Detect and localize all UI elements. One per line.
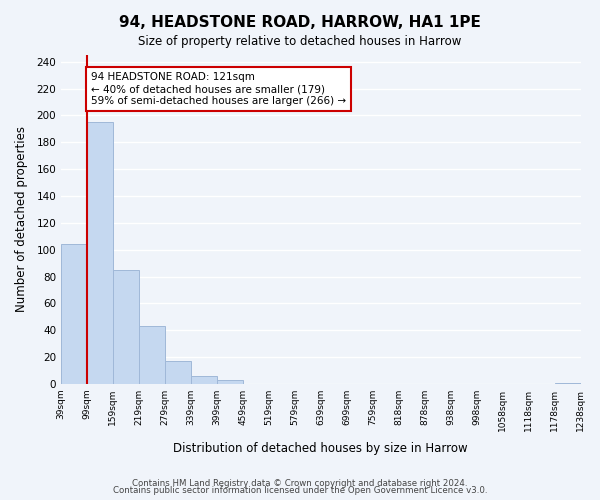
Bar <box>139 326 165 384</box>
Text: Contains HM Land Registry data © Crown copyright and database right 2024.: Contains HM Land Registry data © Crown c… <box>132 478 468 488</box>
Text: 94, HEADSTONE ROAD, HARROW, HA1 1PE: 94, HEADSTONE ROAD, HARROW, HA1 1PE <box>119 15 481 30</box>
Bar <box>113 270 139 384</box>
Text: Contains public sector information licensed under the Open Government Licence v3: Contains public sector information licen… <box>113 486 487 495</box>
Bar <box>191 376 217 384</box>
Bar <box>87 122 113 384</box>
Bar <box>554 382 581 384</box>
Y-axis label: Number of detached properties: Number of detached properties <box>15 126 28 312</box>
Bar <box>217 380 243 384</box>
X-axis label: Distribution of detached houses by size in Harrow: Distribution of detached houses by size … <box>173 442 468 455</box>
Bar <box>165 361 191 384</box>
Bar <box>61 244 87 384</box>
Text: Size of property relative to detached houses in Harrow: Size of property relative to detached ho… <box>139 35 461 48</box>
Text: 94 HEADSTONE ROAD: 121sqm
← 40% of detached houses are smaller (179)
59% of semi: 94 HEADSTONE ROAD: 121sqm ← 40% of detac… <box>91 72 346 106</box>
